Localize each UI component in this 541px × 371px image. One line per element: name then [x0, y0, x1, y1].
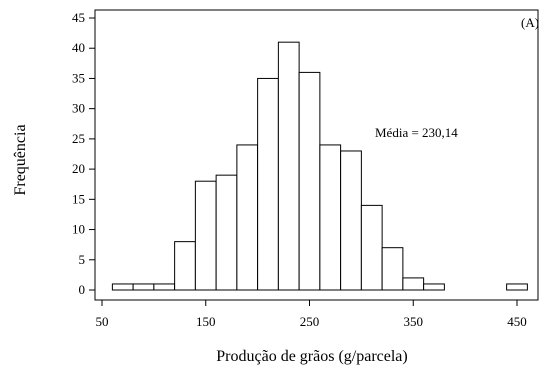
histogram-bar	[132, 283, 155, 291]
x-tick-label: 350	[404, 314, 424, 329]
histogram-bar	[174, 241, 196, 291]
x-tick-label: 50	[96, 314, 109, 329]
y-tick-label: 45	[72, 10, 85, 25]
x-axis: 50 150 250 350 450	[96, 300, 527, 329]
y-tick-label: 20	[72, 161, 85, 176]
y-tick-label: 30	[72, 101, 85, 116]
histogram-bar	[381, 247, 404, 291]
histogram-bar	[236, 144, 259, 291]
histogram-bar	[111, 283, 134, 291]
histogram-bar	[340, 150, 362, 291]
histogram-bar	[319, 144, 342, 291]
histogram-bar	[506, 283, 528, 291]
histogram-bar	[402, 277, 425, 291]
y-tick-label: 40	[72, 40, 85, 55]
plot-frame	[94, 9, 539, 301]
histogram-bar	[257, 77, 279, 291]
x-tick-label: 150	[196, 314, 216, 329]
y-axis-title: Frequência	[12, 124, 29, 195]
histogram-bar	[298, 71, 321, 291]
histogram-bar	[277, 41, 300, 291]
histogram-bars	[111, 41, 528, 291]
x-axis-title: Produção de grãos (g/parcela)	[216, 348, 407, 365]
y-axis: 0 5 10 15 20 25 30 35 40 45	[72, 10, 95, 297]
y-tick-label: 10	[72, 222, 85, 237]
histogram-bar	[360, 204, 383, 291]
histogram-bar	[194, 180, 217, 291]
panel-label: (A)	[521, 15, 539, 30]
y-tick-label: 25	[72, 131, 85, 146]
y-tick-label: 5	[79, 252, 86, 267]
y-tick-label: 15	[72, 191, 85, 206]
histogram-bar	[423, 283, 445, 291]
x-tick-label: 450	[507, 314, 527, 329]
y-tick-label: 35	[72, 70, 85, 85]
mean-annotation: Média = 230,14	[375, 125, 458, 140]
x-tick-label: 250	[300, 314, 320, 329]
histogram-bar	[215, 174, 238, 291]
histogram-bar	[153, 283, 176, 291]
y-tick-label: 0	[79, 282, 86, 297]
